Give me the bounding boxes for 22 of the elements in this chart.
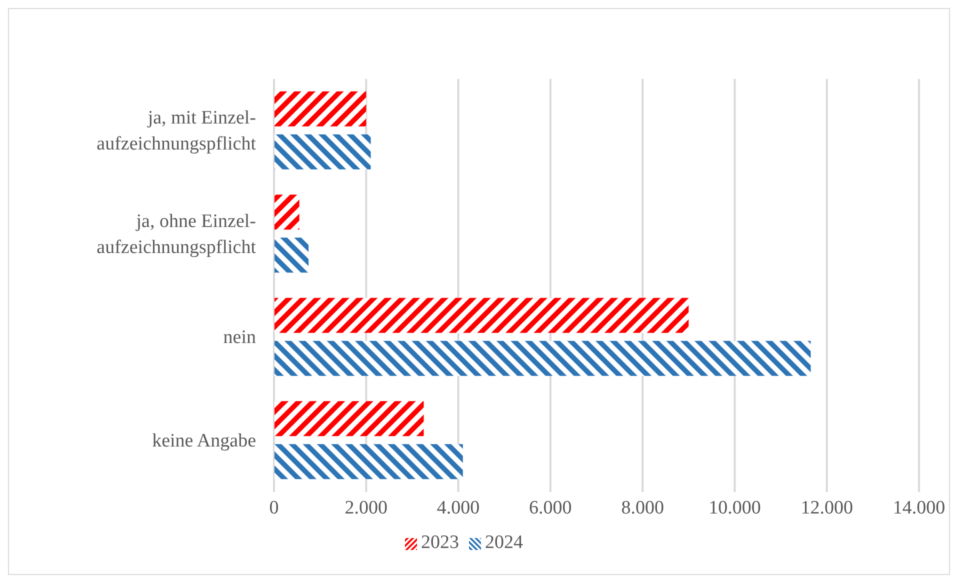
y-tick-label: ja, ohne Einzel-aufzeichnungspflicht [96,210,257,258]
legend-label: 2024 [485,532,523,553]
x-tick-label: 10.000 [708,497,761,518]
legend-label: 2023 [421,532,459,553]
x-tick-label: 4.000 [436,497,480,518]
x-tick-label: 12.000 [800,497,853,518]
y-tick-label: keine Angabe [152,430,256,451]
bar [274,401,424,436]
y-tick-label: ja, mit Einzel-aufzeichnungspflicht [96,107,257,154]
x-tick-label: 2.000 [344,497,388,518]
x-tick-label: 6.000 [529,497,572,518]
bar [274,134,371,170]
bar [274,298,689,333]
bar [274,91,366,126]
bar [274,194,300,230]
bar [274,444,463,480]
bar [274,340,811,376]
x-tick-label: 8.000 [621,497,664,518]
x-tick-label: 14.000 [892,497,946,518]
x-tick-label: 0 [269,497,279,518]
y-tick-label: nein [223,326,256,348]
bar [274,238,309,273]
